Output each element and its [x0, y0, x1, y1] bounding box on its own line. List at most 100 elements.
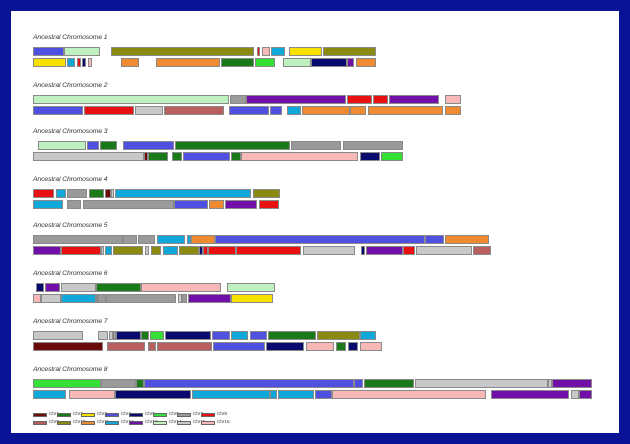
segment-chr4: [123, 141, 174, 150]
legend-swatch: [177, 413, 191, 417]
segment-chr12: [105, 246, 112, 255]
segment-chr10: [151, 246, 161, 255]
segment-chr9: [157, 342, 212, 351]
legend-swatch: [177, 421, 191, 425]
segment-chr2: [221, 58, 254, 67]
segment-chr12: [67, 58, 75, 67]
segment-chr3: [231, 294, 273, 303]
legend-swatch: [57, 413, 71, 417]
segment-chr13: [491, 390, 569, 399]
segment-chr12: [33, 200, 63, 209]
segment-chr11: [368, 106, 443, 115]
segment-chr11: [191, 235, 215, 244]
legend-swatch: [153, 413, 167, 417]
segment-chr6: [150, 331, 164, 340]
segment-chr11: [356, 58, 376, 67]
segment-chr7: [123, 235, 137, 244]
legend-label: Chr9: [49, 419, 59, 424]
legend-swatch: [57, 421, 71, 425]
segment-chr7: [96, 294, 98, 303]
legend-swatch: [81, 413, 95, 417]
segment-chr4: [229, 106, 269, 115]
segment-chr12: [56, 189, 66, 198]
segment-chr4: [174, 200, 208, 209]
segment-chr14: [227, 283, 275, 292]
segment-chr2: [175, 141, 290, 150]
legend-label: Chr13: [145, 419, 158, 424]
segment-chr16: [360, 342, 382, 351]
segment-chr12: [192, 390, 270, 399]
segment-chr8: [61, 246, 101, 255]
segment-chr4: [354, 379, 363, 388]
legend-item: Chr12: [105, 419, 134, 426]
legend-label: Chr11: [97, 419, 110, 424]
legend-item: Chr10: [57, 419, 86, 426]
legend-label: Chr2: [73, 411, 83, 416]
segment-chr15: [111, 189, 114, 198]
segment-chr7: [291, 141, 341, 150]
segment-chr15: [178, 294, 182, 303]
segment-chr2: [96, 283, 141, 292]
segment-chr7: [98, 294, 106, 303]
segment-chr14: [283, 58, 311, 67]
segment-chr15: [571, 390, 579, 399]
segment-chr2: [89, 189, 104, 198]
segment-chr15: [548, 379, 552, 388]
segment-chr1: [105, 189, 111, 198]
segment-chr10: [323, 47, 376, 56]
legend-label: Chr6: [169, 411, 179, 416]
segment-chr16: [88, 58, 92, 67]
segment-chr14: [33, 95, 229, 104]
segment-chr11: [445, 235, 489, 244]
legend-label: Chr16: [217, 419, 230, 424]
legend-item: Chr9: [33, 419, 59, 426]
segment-chr13: [225, 200, 257, 209]
segment-chr8: [236, 246, 301, 255]
segment-chr12: [157, 235, 185, 244]
segment-chr5: [266, 342, 304, 351]
segment-chr8: [347, 95, 372, 104]
segment-chr7: [83, 200, 174, 209]
legend-item: Chr5: [129, 411, 155, 418]
segment-chr5: [311, 58, 347, 67]
chromosome-title: Ancestral Chromosome 5: [33, 222, 108, 229]
segment-chr13: [552, 379, 592, 388]
segment-chr15: [33, 331, 83, 340]
segment-chr2: [172, 152, 182, 161]
segment-chr2: [231, 152, 241, 161]
segment-chr15: [98, 331, 108, 340]
segment-chr8: [208, 246, 236, 255]
legend-label: Chr8: [217, 411, 227, 416]
segment-chr2: [364, 379, 414, 388]
legend-item: Chr4: [105, 411, 131, 418]
legend-item: Chr2: [57, 411, 83, 418]
segment-chr5: [82, 58, 86, 67]
segment-chr16: [33, 294, 41, 303]
legend-swatch: [153, 421, 167, 425]
segment-chr15: [145, 246, 149, 255]
legend-swatch: [129, 421, 143, 425]
segment-chr16: [241, 152, 358, 161]
segment-chr11: [350, 106, 366, 115]
segment-chr11: [156, 58, 220, 67]
segment-chr1: [144, 152, 148, 161]
segment-chr11: [445, 106, 461, 115]
segment-chr2: [336, 342, 346, 351]
legend-label: Chr3: [97, 411, 107, 416]
segment-chr15: [33, 152, 144, 161]
chromosome-title: Ancestral Chromosome 3: [33, 128, 108, 135]
segment-chr13: [579, 390, 592, 399]
segment-chr16: [141, 283, 221, 292]
legend-label: Chr14: [169, 419, 182, 424]
chromosome-title: Ancestral Chromosome 1: [33, 34, 108, 41]
segment-chr8: [84, 106, 134, 115]
segment-chr2: [141, 331, 149, 340]
legend-label: Chr5: [145, 411, 155, 416]
legend-item: Chr16: [201, 419, 230, 426]
legend-label: Chr1: [49, 411, 59, 416]
segment-chr4: [215, 235, 425, 244]
segment-chr12: [287, 106, 301, 115]
segment-chr13: [347, 58, 354, 67]
segment-chr7: [343, 141, 403, 150]
legend-label: Chr15: [193, 419, 206, 424]
